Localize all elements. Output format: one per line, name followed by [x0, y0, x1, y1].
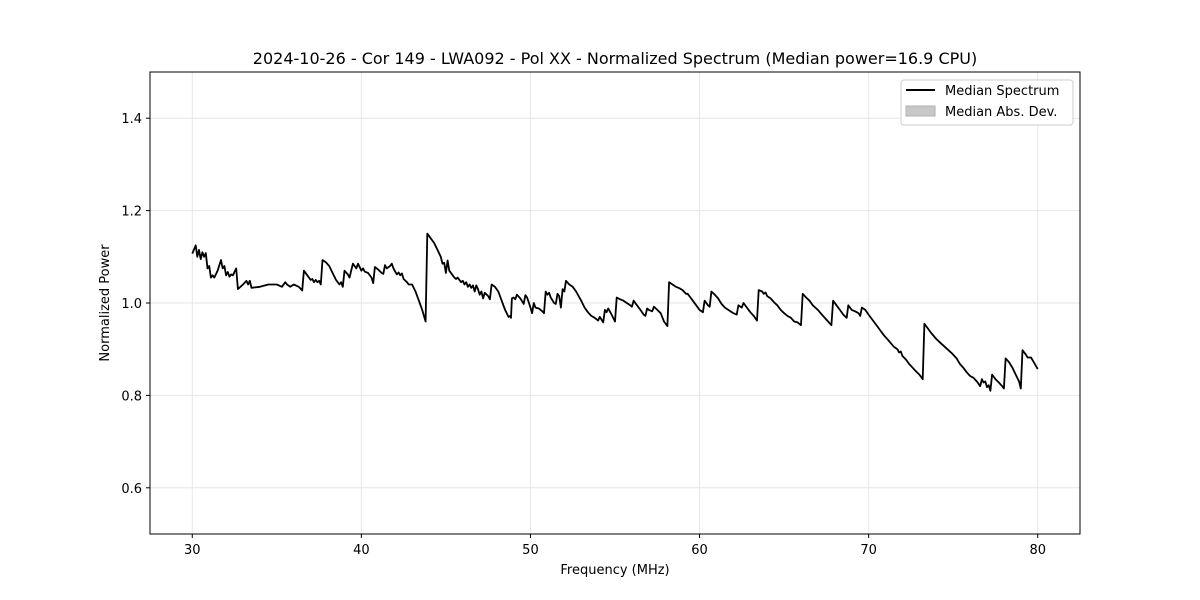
y-tick-label: 1.4 — [121, 112, 142, 127]
y-tick-label: 0.6 — [121, 482, 142, 497]
axis-ticks: 30 40 50 60 70 80 0.6 0.8 1.0 1.2 1.4 — [121, 112, 1046, 558]
legend: Median Spectrum Median Abs. Dev. — [900, 79, 1074, 126]
x-tick-label: 50 — [522, 543, 539, 558]
x-tick-label: 60 — [691, 543, 708, 558]
legend-label-median-spectrum: Median Spectrum — [945, 84, 1059, 99]
y-tick-label: 0.8 — [121, 389, 142, 404]
x-tick-label: 40 — [353, 543, 370, 558]
median-spectrum-line — [191, 232, 1039, 392]
y-tick-label: 1.0 — [121, 297, 142, 312]
legend-box — [900, 79, 1074, 126]
x-tick-label: 30 — [184, 543, 201, 558]
chart-title: 2024-10-26 - Cor 149 - LWA092 - Pol XX -… — [253, 49, 977, 68]
series-group — [191, 232, 1039, 392]
legend-patch-swatch — [905, 105, 936, 117]
legend-label-median-abs-dev: Median Abs. Dev. — [945, 105, 1057, 120]
x-tick-label: 70 — [860, 543, 877, 558]
x-tick-label: 80 — [1029, 543, 1046, 558]
y-tick-label: 1.2 — [121, 205, 142, 220]
y-axis-label: Normalized Power — [98, 244, 113, 362]
x-axis-label: Frequency (MHz) — [560, 563, 669, 578]
